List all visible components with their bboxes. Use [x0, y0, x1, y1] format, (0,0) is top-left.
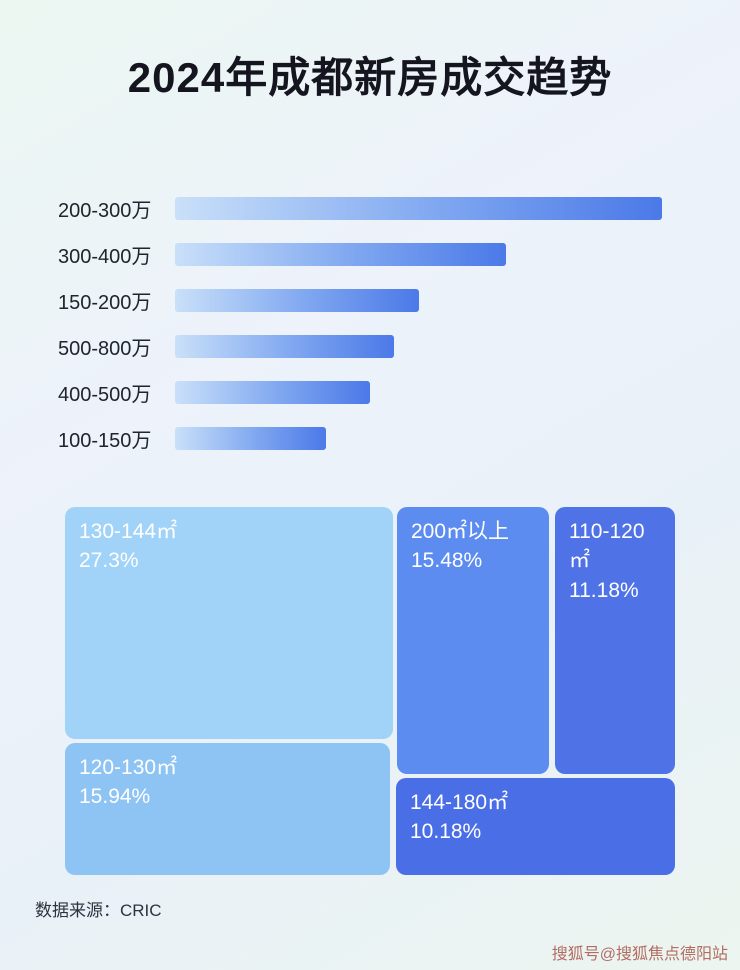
bar-label: 300-400万	[58, 246, 152, 268]
bar-track	[175, 335, 662, 358]
treemap-block-200-plus: 200㎡以上 15.48%	[397, 507, 549, 774]
bar-track	[175, 381, 662, 404]
bar	[175, 335, 395, 358]
treemap-value: 11.18%	[569, 578, 639, 602]
treemap-value: 10.18%	[410, 820, 482, 844]
bar	[175, 243, 507, 266]
bar	[175, 289, 419, 312]
data-source: 数据来源：CRIC	[35, 901, 162, 920]
bar-row: 100-150万	[58, 427, 740, 452]
bar-label: 200-300万	[58, 200, 152, 222]
bar-chart-rows: 200-300万 300-400万 150-200万 500-800万 400-500万…	[58, 197, 740, 452]
bar-row: 300-400万	[58, 243, 740, 268]
bar-label: 400-500万	[58, 384, 152, 406]
bar-label: 100-150万	[58, 430, 152, 452]
treemap-value: 15.94%	[79, 785, 151, 809]
bar-row: 400-500万	[58, 381, 740, 406]
treemap-label: 120-130㎡	[79, 756, 178, 779]
bar	[175, 381, 370, 404]
bar	[175, 427, 326, 450]
bar-label: 150-200万	[58, 292, 152, 314]
watermark: 搜狐号@搜狐焦点德阳站	[551, 946, 728, 963]
treemap-label: 200㎡以上	[411, 520, 510, 543]
bar-row: 200-300万	[58, 197, 740, 222]
treemap-label: 144-180㎡	[410, 791, 509, 814]
page-title: 2024年成都新房成交趋势	[127, 54, 613, 101]
price-bar-chart: 200-300万 300-400万 150-200万 500-800万 400-500万…	[0, 197, 740, 452]
treemap-value: 15.48%	[411, 549, 483, 573]
infographic: 2024年成都新房成交趋势 200-300万 300-400万 150-200万 50…	[0, 54, 740, 963]
bar	[175, 197, 662, 220]
area-treemap: 130-144㎡ 27.3% 200㎡以上 15.48% 110-120㎡ 11…	[65, 507, 675, 875]
bar-track	[175, 289, 662, 312]
treemap-label: 110-120㎡	[569, 520, 645, 573]
bar-track	[175, 243, 662, 266]
treemap-block-120-130: 120-130㎡ 15.94%	[65, 743, 390, 875]
bar-row: 500-800万	[58, 335, 740, 360]
treemap-block-144-180: 144-180㎡ 10.18%	[396, 778, 675, 875]
treemap-value: 27.3%	[79, 549, 139, 573]
treemap-block-110-120: 110-120㎡ 11.18%	[555, 507, 675, 774]
treemap-block-130-144: 130-144㎡ 27.3%	[65, 507, 393, 739]
bar-label: 500-800万	[58, 338, 152, 360]
treemap-label: 130-144㎡	[79, 520, 178, 543]
bar-track	[175, 427, 662, 450]
bar-track	[175, 197, 662, 220]
bar-row: 150-200万	[58, 289, 740, 314]
